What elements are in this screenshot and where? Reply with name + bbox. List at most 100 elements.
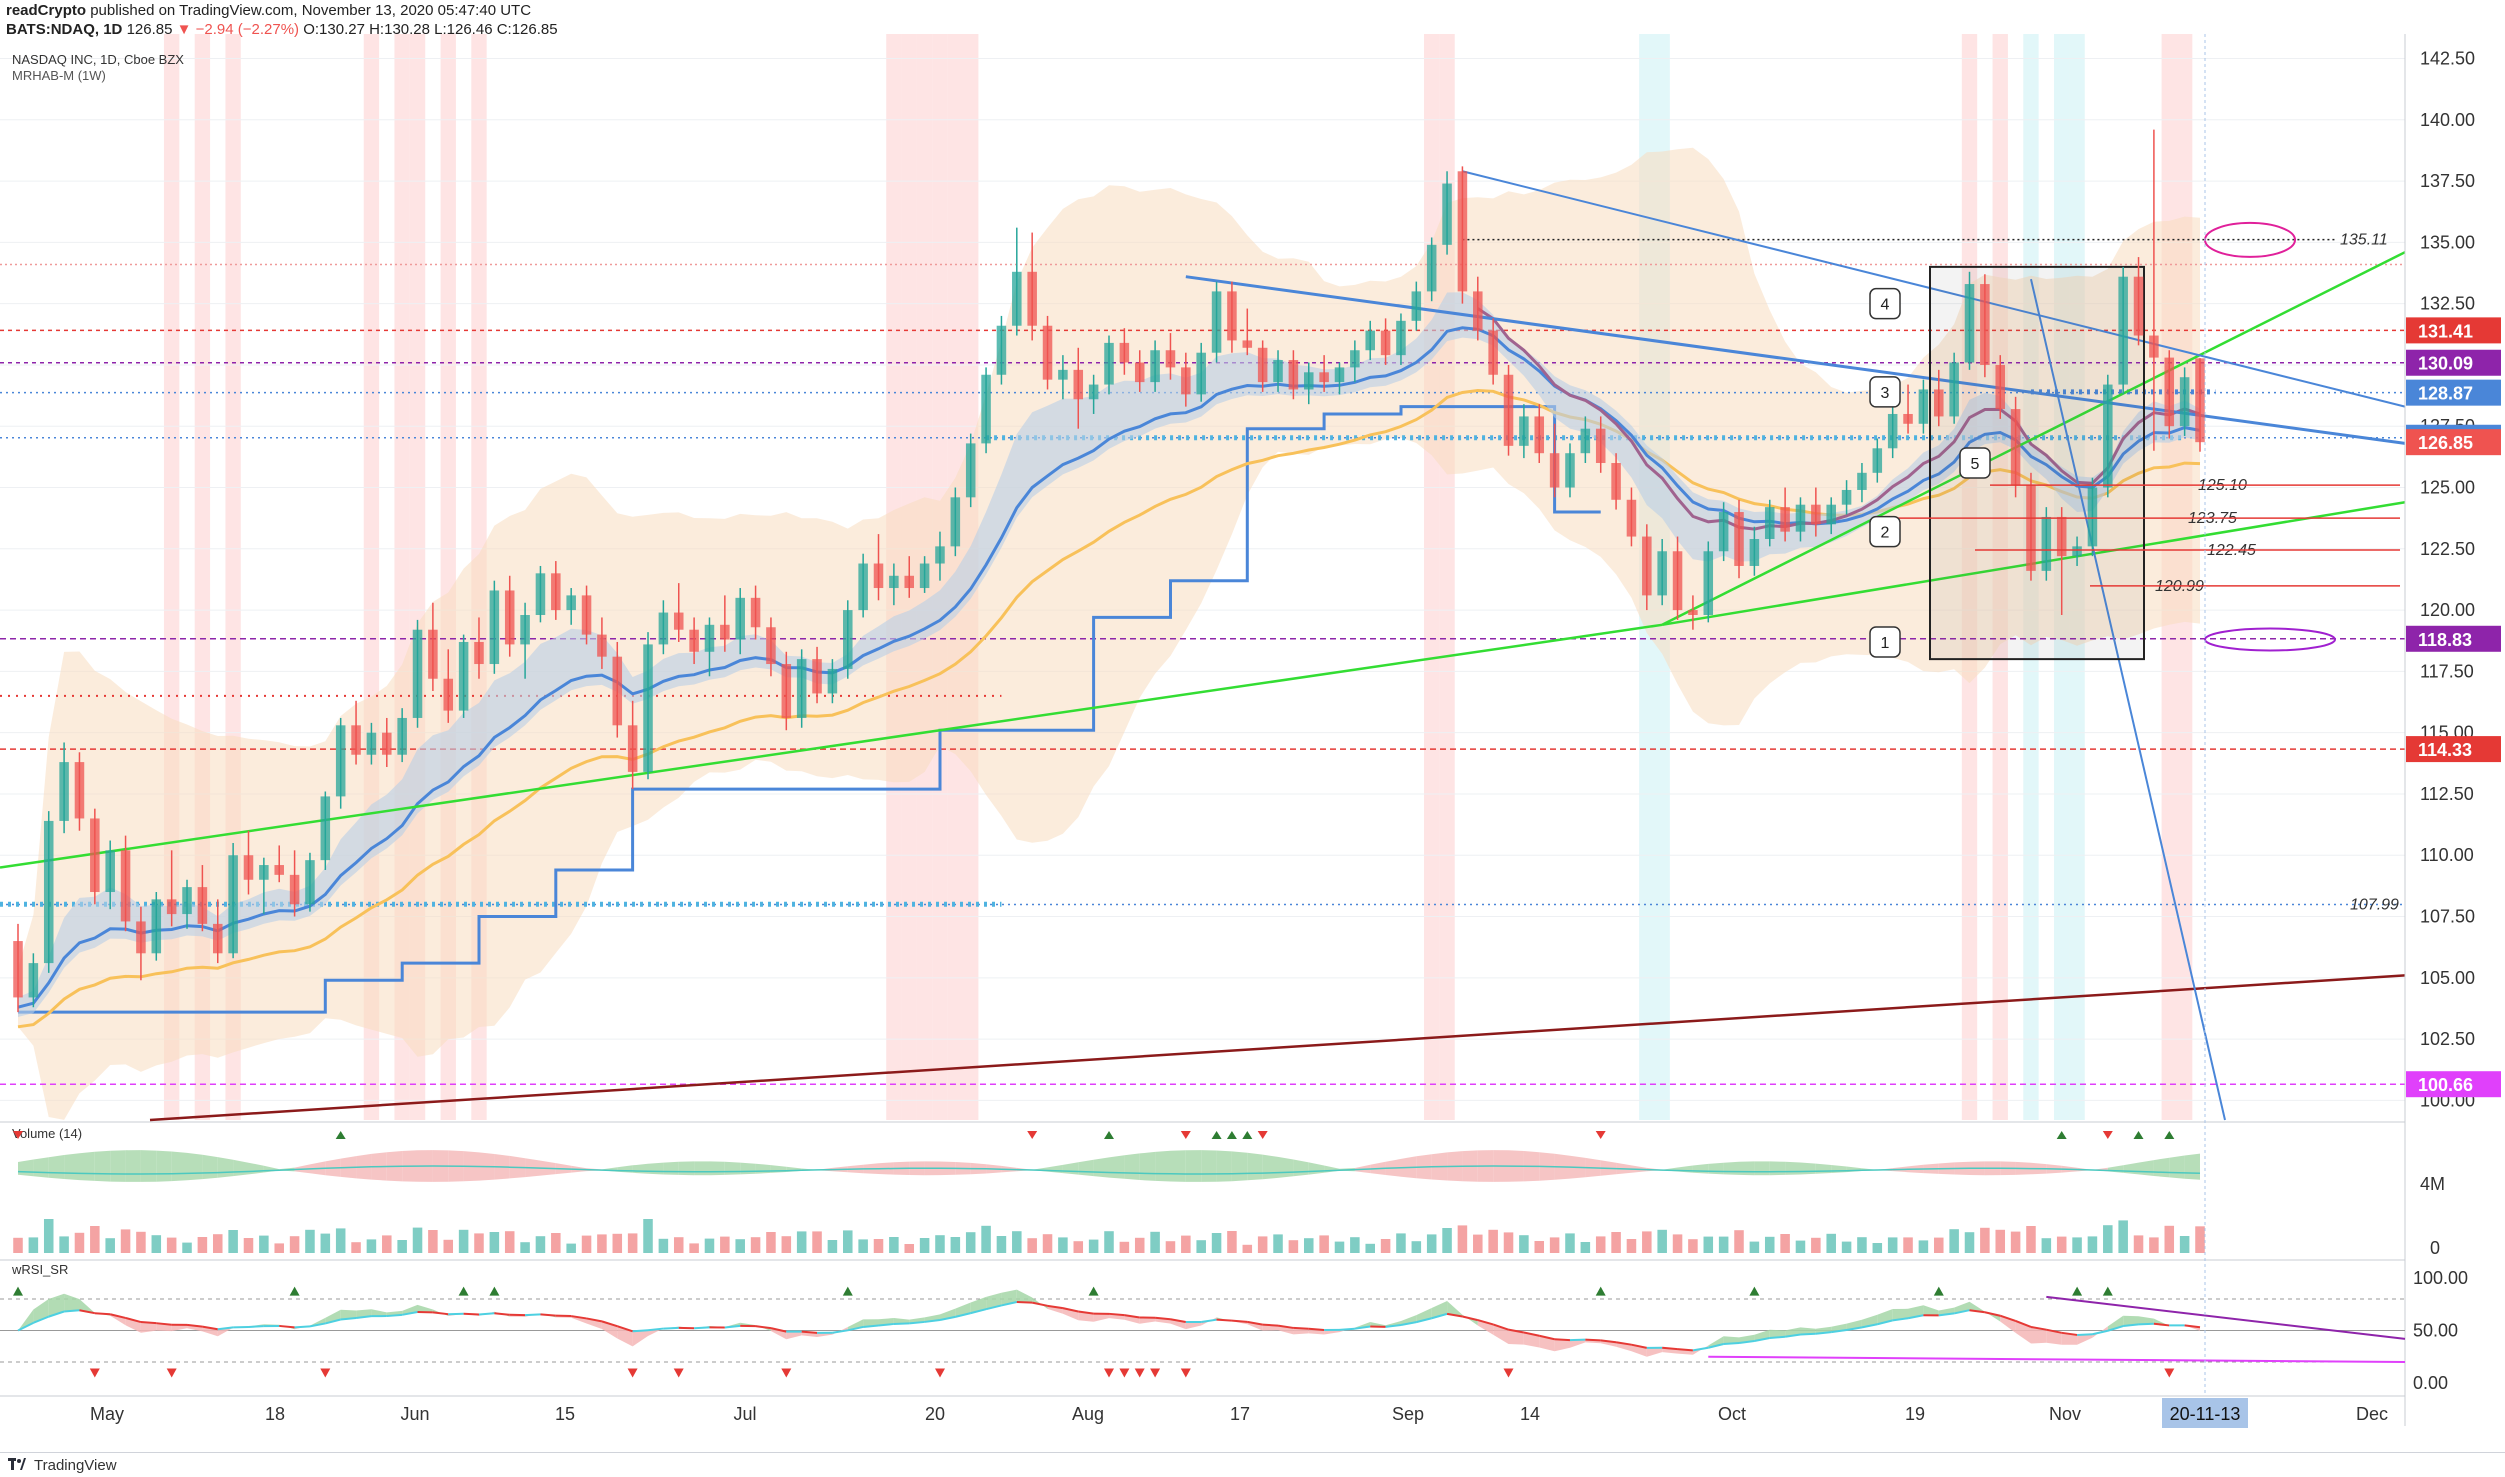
candle[interactable]: [2088, 478, 2098, 556]
volume-bar: [105, 1238, 115, 1253]
volume-up-arrow: [1104, 1131, 1114, 1139]
candle[interactable]: [2026, 473, 2036, 581]
candle[interactable]: [966, 434, 976, 508]
candle-body: [966, 443, 976, 497]
publisher-name[interactable]: readCrypto: [6, 2, 86, 19]
candle-body: [336, 725, 346, 796]
volume-bar: [198, 1237, 208, 1253]
rsi-down-arrow: [1181, 1369, 1191, 1378]
candle[interactable]: [336, 718, 346, 809]
candle[interactable]: [1504, 365, 1514, 456]
candle[interactable]: [2011, 397, 2021, 498]
candle[interactable]: [413, 620, 423, 728]
rsi-signal-segment: [2154, 1324, 2169, 1326]
candle[interactable]: [152, 892, 162, 961]
candle[interactable]: [536, 566, 546, 622]
rsi-signal-segment: [1724, 1343, 1739, 1344]
price-tag[interactable]: 131.41: [2406, 317, 2501, 343]
candle[interactable]: [1980, 274, 1990, 377]
volume-bar: [1504, 1232, 1514, 1253]
candle[interactable]: [951, 488, 961, 557]
volume-bar: [1949, 1229, 1959, 1253]
current-date-tag[interactable]: 20-11-13: [2162, 1398, 2248, 1428]
candle-body: [2165, 358, 2175, 427]
candle[interactable]: [843, 600, 853, 678]
volume-cloud-segment: [2169, 1156, 2184, 1179]
price-tag[interactable]: 128.87: [2406, 380, 2501, 406]
marker-5[interactable]: 5: [1960, 448, 1990, 478]
candle[interactable]: [90, 809, 100, 905]
candle[interactable]: [797, 649, 807, 727]
volume-cloud-segment: [1201, 1150, 1216, 1182]
candle[interactable]: [981, 367, 991, 453]
volume-down-arrow: [1181, 1131, 1191, 1139]
rsi-down-arrow: [781, 1369, 791, 1378]
volume-bar: [1212, 1233, 1222, 1253]
candle[interactable]: [305, 853, 315, 912]
volume-cloud-segment: [1186, 1150, 1201, 1182]
footer: TradingView: [0, 1452, 2505, 1477]
volume-bar: [1196, 1240, 1206, 1253]
marker-2[interactable]: 2: [1870, 517, 1900, 547]
candle-body: [1166, 350, 1176, 367]
marker-1[interactable]: 1: [1870, 627, 1900, 657]
candle-body: [1704, 551, 1714, 615]
candle[interactable]: [490, 581, 500, 674]
volume-bar: [1596, 1236, 1606, 1253]
price-tag[interactable]: 130.09: [2406, 350, 2501, 376]
volume-bar: [1058, 1237, 1068, 1253]
rsi-signal-segment: [1693, 1348, 1708, 1351]
candle[interactable]: [2103, 375, 2113, 498]
candle[interactable]: [1704, 541, 1714, 622]
candle-body: [44, 821, 54, 963]
volume-cloud-segment: [1109, 1155, 1124, 1179]
price-tag[interactable]: 100.66: [2406, 1071, 2501, 1097]
candle-body: [1304, 372, 1314, 389]
candle[interactable]: [1949, 353, 1959, 424]
candle-body: [659, 613, 669, 645]
candle[interactable]: [2165, 350, 2175, 438]
candle-body: [1995, 365, 2005, 409]
tradingview-brand[interactable]: TradingView: [34, 1457, 117, 1474]
volume-bar: [382, 1235, 392, 1253]
volume-bar: [2118, 1220, 2128, 1253]
candle[interactable]: [1458, 166, 1468, 303]
marker-4[interactable]: 4: [1870, 289, 1900, 319]
marker-3[interactable]: 3: [1870, 377, 1900, 407]
candle[interactable]: [643, 632, 653, 779]
price-tag[interactable]: 114.33: [2406, 736, 2501, 762]
rsi-signal-segment: [1017, 1302, 1032, 1303]
rsi-signal-segment: [540, 1314, 555, 1315]
rsi-signal-segment: [279, 1326, 294, 1327]
volume-bar: [2011, 1232, 2021, 1253]
candle-body: [1611, 463, 1621, 500]
candle[interactable]: [459, 635, 469, 718]
candle[interactable]: [321, 792, 331, 870]
candle[interactable]: [44, 811, 54, 973]
candle[interactable]: [997, 316, 1007, 385]
candle-body: [1412, 291, 1422, 320]
candle[interactable]: [2180, 367, 2190, 436]
volume-bar: [1458, 1225, 1468, 1253]
time-tick-label: Dec: [2356, 1404, 2388, 1424]
volume-bar: [1473, 1235, 1483, 1253]
price-tick-label: 132.50: [2420, 294, 2475, 314]
candle[interactable]: [1212, 282, 1222, 363]
price-tag[interactable]: 126.85: [2406, 429, 2501, 455]
rsi-signal-segment: [1570, 1340, 1585, 1341]
candle[interactable]: [2118, 267, 2128, 394]
price-tick-label: 120.00: [2420, 600, 2475, 620]
price-tag[interactable]: 118.83: [2406, 626, 2501, 652]
candle[interactable]: [2195, 358, 2205, 452]
price-tag-text: 128.87: [2418, 384, 2473, 404]
volume-cloud-segment: [2154, 1158, 2169, 1178]
rsi-signal-segment: [1109, 1314, 1124, 1315]
candle[interactable]: [1442, 171, 1452, 254]
candle[interactable]: [1043, 316, 1053, 390]
volume-cloud-segment: [1785, 1162, 1800, 1175]
volume-cloud-segment: [1278, 1157, 1293, 1178]
candle[interactable]: [1965, 272, 1975, 370]
candle[interactable]: [228, 843, 238, 958]
volume-bar: [1258, 1236, 1268, 1253]
